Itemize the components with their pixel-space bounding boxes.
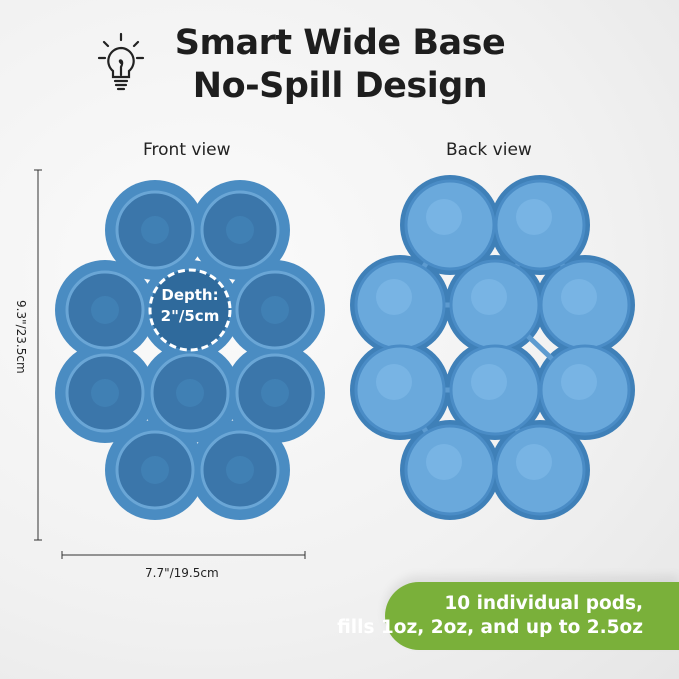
front-view-label: Front view xyxy=(143,140,231,160)
feature-banner: 10 individual pods, fills 1oz, 2oz, and … xyxy=(337,582,679,650)
depth-label-line1: Depth: xyxy=(161,286,219,304)
pod-center xyxy=(471,279,507,315)
pod-center xyxy=(471,364,507,400)
banner-line2: fills 1oz, 2oz, and up to 2.5oz xyxy=(337,617,643,638)
height-label: 9.3"/23.5cm xyxy=(14,300,28,374)
pod-center xyxy=(226,216,254,244)
pod-center xyxy=(376,364,412,400)
pod-center xyxy=(516,199,552,235)
width-dimension-line xyxy=(61,551,306,559)
pod-center xyxy=(261,296,289,324)
headline: Smart Wide Base No-Spill Design xyxy=(160,22,520,108)
pod-center xyxy=(426,199,462,235)
height-dimension-line xyxy=(34,169,42,541)
pod-center xyxy=(561,364,597,400)
depth-label: Depth: 2"/5cm xyxy=(150,285,230,327)
depth-highlight-ring xyxy=(148,268,232,352)
pod-center xyxy=(516,444,552,480)
pod-center xyxy=(141,456,169,484)
pod-center xyxy=(561,279,597,315)
pod-center xyxy=(91,296,119,324)
width-label: 7.7"/19.5cm xyxy=(145,566,219,580)
pod-center xyxy=(261,379,289,407)
banner-line1: 10 individual pods, xyxy=(444,593,643,614)
pod-center xyxy=(226,456,254,484)
front-tray xyxy=(55,180,325,520)
back-view-label: Back view xyxy=(446,140,532,160)
headline-line2: No-Spill Design xyxy=(192,66,488,106)
back-tray xyxy=(350,175,635,520)
pod-center xyxy=(91,379,119,407)
headline-line1: Smart Wide Base xyxy=(174,23,506,63)
depth-label-line2: 2"/5cm xyxy=(160,307,220,325)
pod-center xyxy=(176,379,204,407)
pod-center xyxy=(141,216,169,244)
pod-center xyxy=(376,279,412,315)
lightbulb-icon xyxy=(97,32,145,91)
pod-center xyxy=(426,444,462,480)
